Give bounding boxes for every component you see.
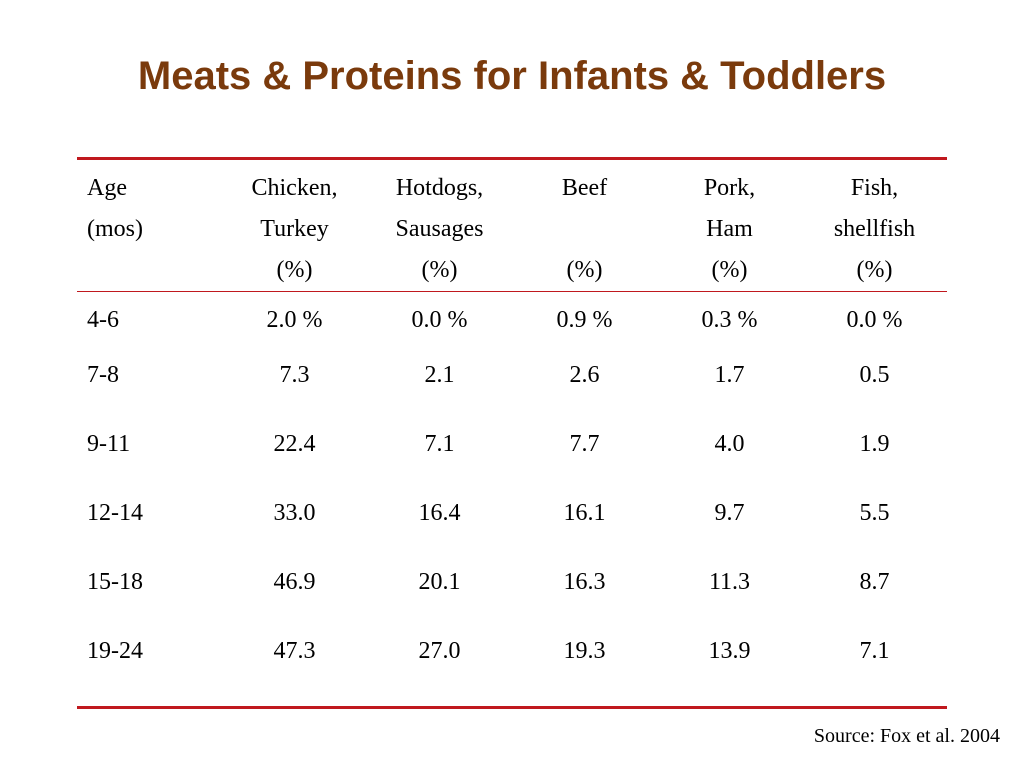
cell-value: 0.3 % xyxy=(701,307,758,333)
header-line: Sausages xyxy=(395,216,484,242)
cell-age: 15-18 xyxy=(87,569,143,595)
cell-value: 8.7 xyxy=(859,569,890,595)
header-line: (mos) xyxy=(87,216,143,242)
header-line xyxy=(512,209,657,250)
cell-value: 13.9 xyxy=(708,638,751,664)
header-row: Age (mos) Chicken, Turkey (%) Hotdogs, S… xyxy=(77,160,947,291)
table-row: 9-11 22.4 7.1 7.7 4.0 1.9 xyxy=(77,430,947,499)
cell-value: 33.0 xyxy=(273,500,316,526)
table-body: 4-6 2.0 % 0.0 % 0.9 % 0.3 % 0.0 % 7-8 7.… xyxy=(77,292,947,706)
cell-age: 9-11 xyxy=(87,431,131,457)
cell-value: 0.5 xyxy=(859,362,890,388)
header-line: (%) xyxy=(856,257,893,283)
cell-value: 4.0 xyxy=(714,431,745,457)
header-fish-shellfish: Fish, shellfish (%) xyxy=(802,160,947,291)
cell-value: 22.4 xyxy=(273,431,316,457)
cell-value: 2.1 xyxy=(424,362,455,388)
header-line xyxy=(87,250,222,291)
header-chicken-turkey: Chicken, Turkey (%) xyxy=(222,160,367,291)
cell-value: 27.0 xyxy=(418,638,461,664)
table-row: 7-8 7.3 2.1 2.6 1.7 0.5 xyxy=(77,361,947,430)
table-header: Age (mos) Chicken, Turkey (%) Hotdogs, S… xyxy=(77,160,947,291)
cell-value: 1.9 xyxy=(859,431,890,457)
cell-age: 19-24 xyxy=(87,638,143,664)
source-citation: Source: Fox et al. 2004 xyxy=(813,725,1000,747)
header-line: Chicken, xyxy=(251,175,338,201)
cell-value: 0.0 % xyxy=(411,307,468,333)
table-row: 19-24 47.3 27.0 19.3 13.9 7.1 xyxy=(77,637,947,706)
cell-value: 0.9 % xyxy=(556,307,613,333)
cell-value: 20.1 xyxy=(418,569,461,595)
cell-value: 7.1 xyxy=(424,431,455,457)
cell-value: 7.1 xyxy=(859,638,890,664)
header-line: (%) xyxy=(421,257,458,283)
cell-value: 1.7 xyxy=(714,362,745,388)
cell-value: 5.5 xyxy=(859,500,890,526)
header-line: (%) xyxy=(711,257,748,283)
header-line: Hotdogs, xyxy=(395,175,484,201)
data-table-body: 4-6 2.0 % 0.0 % 0.9 % 0.3 % 0.0 % 7-8 7.… xyxy=(77,292,947,706)
cell-value: 7.3 xyxy=(279,362,310,388)
slide-title: Meats & Proteins for Infants & Toddlers xyxy=(137,54,887,98)
table-bottom-rule xyxy=(77,706,947,709)
cell-value: 2.6 xyxy=(569,362,600,388)
cell-age: 4-6 xyxy=(87,307,119,333)
data-table-container: Age (mos) Chicken, Turkey (%) Hotdogs, S… xyxy=(77,157,947,709)
cell-value: 16.4 xyxy=(418,500,461,526)
header-hotdogs-sausages: Hotdogs, Sausages (%) xyxy=(367,160,512,291)
table-row: 4-6 2.0 % 0.0 % 0.9 % 0.3 % 0.0 % xyxy=(77,292,947,361)
cell-value: 2.0 % xyxy=(266,307,323,333)
header-line: (%) xyxy=(566,257,603,283)
cell-value: 16.3 xyxy=(563,569,606,595)
table-row: 15-18 46.9 20.1 16.3 11.3 8.7 xyxy=(77,568,947,637)
header-line: Ham xyxy=(706,216,753,242)
cell-value: 9.7 xyxy=(714,500,745,526)
header-line: Age xyxy=(87,175,127,201)
header-pork-ham: Pork, Ham (%) xyxy=(657,160,802,291)
cell-value: 19.3 xyxy=(563,638,606,664)
header-age: Age (mos) xyxy=(77,160,222,291)
header-beef: Beef (%) xyxy=(512,160,657,291)
cell-value: 7.7 xyxy=(569,431,600,457)
cell-value: 0.0 % xyxy=(846,307,903,333)
table-row: 12-14 33.0 16.4 16.1 9.7 5.5 xyxy=(77,499,947,568)
header-line: Pork, xyxy=(703,175,756,201)
header-line: Beef xyxy=(561,175,608,201)
table-top-rule xyxy=(77,157,947,160)
cell-age: 7-8 xyxy=(87,362,119,388)
cell-value: 16.1 xyxy=(563,500,606,526)
header-line: Fish, xyxy=(850,175,899,201)
cell-value: 11.3 xyxy=(708,569,751,595)
header-line: shellfish xyxy=(833,216,916,242)
cell-age: 12-14 xyxy=(87,500,143,526)
header-line: Turkey xyxy=(260,216,329,242)
header-line: (%) xyxy=(276,257,313,283)
cell-value: 47.3 xyxy=(273,638,316,664)
header-bottom-rule xyxy=(77,291,947,292)
data-table: Age (mos) Chicken, Turkey (%) Hotdogs, S… xyxy=(77,160,947,291)
cell-value: 46.9 xyxy=(273,569,316,595)
